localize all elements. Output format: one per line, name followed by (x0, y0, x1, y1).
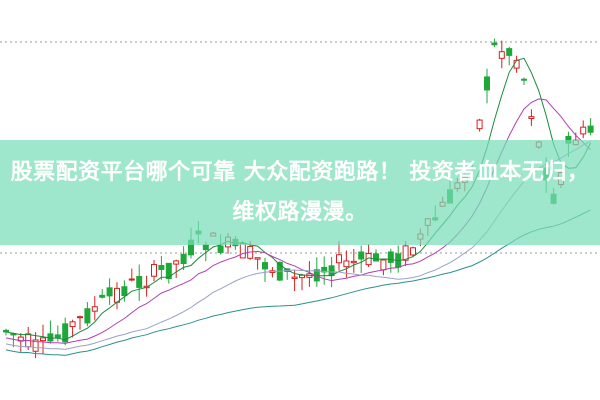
candle-body (587, 125, 594, 133)
candle-body (380, 259, 387, 271)
candle-body (343, 260, 350, 268)
candle-body (54, 334, 61, 339)
candle-body (121, 286, 128, 297)
candle-body (254, 257, 261, 260)
candle-body (106, 287, 113, 297)
candle-body (484, 76, 490, 91)
candle-body (3, 329, 9, 333)
candle-body (580, 126, 587, 135)
candle-body (321, 266, 328, 273)
candle-body (62, 323, 69, 343)
candle-body (410, 247, 416, 256)
moving-average-line (5, 57, 592, 341)
candle-body (336, 254, 342, 264)
candle-body (498, 51, 505, 59)
candle-body (180, 253, 187, 264)
candle-body (387, 251, 394, 263)
candle-body (173, 260, 180, 265)
candle-body (99, 294, 106, 298)
candle-body (114, 287, 120, 303)
candle-body (299, 274, 305, 279)
candle-body (69, 321, 76, 328)
candle-body (358, 251, 365, 260)
candle-body (291, 276, 298, 279)
candle-body (91, 306, 98, 312)
candle-body (476, 119, 483, 130)
candle-body (513, 59, 520, 69)
candle-body (217, 245, 224, 253)
candle-body (32, 339, 39, 352)
title-banner: 股票配资平台哪个可靠 大众配资跑路！ 投资者血本无归，维权路漫漫。 (0, 140, 600, 245)
candle-body (151, 264, 157, 277)
candle-body (373, 253, 379, 262)
candle-body (239, 243, 246, 259)
candle-body (165, 262, 172, 280)
article-title: 股票配资平台哪个可靠 大众配资跑路！ 投资者血本无归，维权路漫漫。 (10, 159, 590, 225)
candle-body (40, 337, 46, 342)
candle-body (506, 48, 513, 56)
candle-body (491, 42, 498, 46)
candle-body (84, 308, 91, 324)
candle-body (158, 265, 165, 270)
candle-body (262, 262, 268, 270)
candle-body (202, 244, 209, 251)
candle-body (521, 78, 527, 81)
candle-body (128, 278, 135, 281)
candle-body (528, 116, 535, 119)
candle-body (402, 245, 409, 261)
candle-body (136, 275, 143, 288)
moving-average-line (5, 209, 591, 356)
candle-body (77, 316, 83, 319)
candle-body (350, 260, 357, 264)
